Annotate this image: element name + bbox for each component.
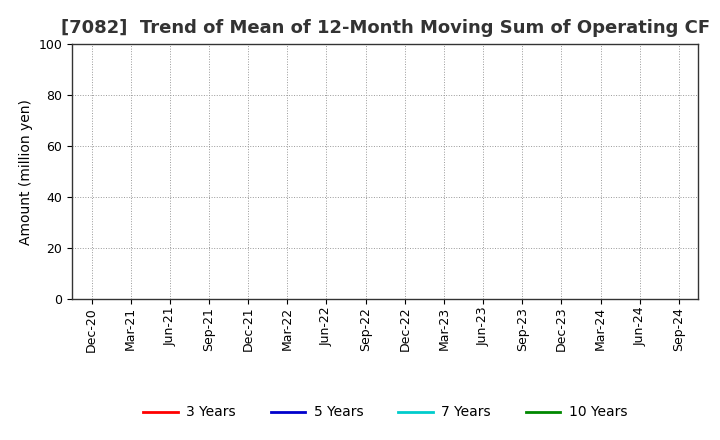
Title: [7082]  Trend of Mean of 12-Month Moving Sum of Operating CF: [7082] Trend of Mean of 12-Month Moving … [60,19,710,37]
Legend: 3 Years, 5 Years, 7 Years, 10 Years: 3 Years, 5 Years, 7 Years, 10 Years [138,400,633,425]
Y-axis label: Amount (million yen): Amount (million yen) [19,99,33,245]
